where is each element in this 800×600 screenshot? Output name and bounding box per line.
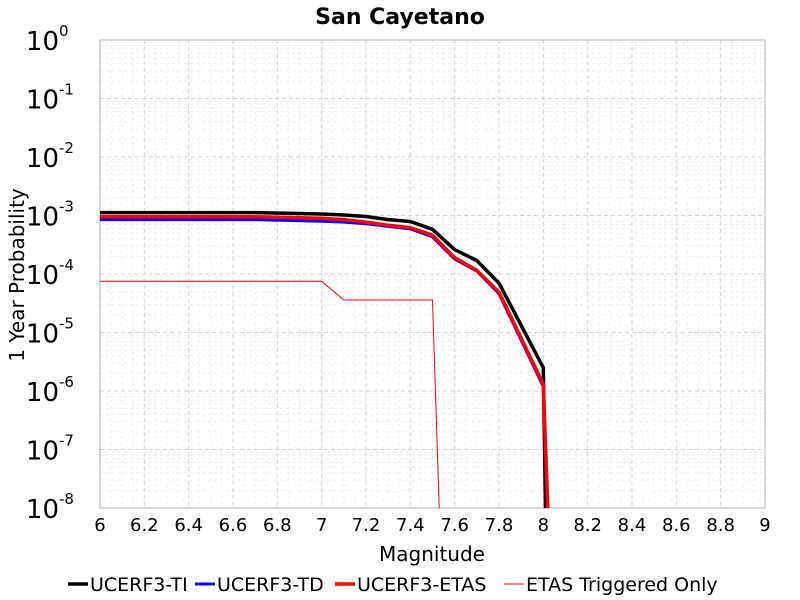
y-axis-label: 1 Year Probability — [5, 188, 29, 362]
series-line-ucerf3-etas — [100, 215, 550, 509]
y-tick-exponent: 0 — [59, 22, 69, 40]
legend-item: ETAS Triggered Only — [504, 574, 718, 596]
series-group — [100, 210, 550, 509]
legend-item: UCERF3-TD — [195, 574, 324, 596]
y-tick-exponent: -3 — [59, 198, 74, 216]
y-tick-exponent: -1 — [59, 81, 74, 99]
y-tick-base: 10 — [26, 27, 59, 57]
legend-label: ETAS Triggered Only — [526, 574, 718, 596]
y-tick-exponent: -2 — [59, 139, 74, 157]
y-tick-exponent: -5 — [59, 315, 74, 333]
y-tick-label: 10 -3 — [26, 198, 74, 233]
y-tick-label: 10 -2 — [26, 139, 74, 174]
x-tick-label: 8.4 — [618, 515, 647, 536]
x-tick-label: 6.2 — [130, 515, 159, 536]
legend-label: UCERF3-ETAS — [357, 574, 486, 596]
x-tick-label: 7 — [316, 515, 327, 536]
x-tick-label: 7.6 — [440, 515, 469, 536]
y-tick-label: 10 0 — [26, 22, 69, 57]
x-tick-label: 6.4 — [174, 515, 203, 536]
x-tick-label: 8.6 — [662, 515, 691, 536]
legend-label: UCERF3-TI — [90, 574, 188, 596]
x-axis-label: Magnitude — [379, 542, 485, 566]
x-tick-label: 8.2 — [573, 515, 602, 536]
y-tick-label: 10 -1 — [26, 81, 74, 116]
y-tick-label: 10 -5 — [26, 315, 74, 350]
legend-item: UCERF3-ETAS — [335, 574, 486, 596]
chart-title: San Cayetano — [315, 5, 485, 30]
y-tick-label: 10 -8 — [26, 490, 74, 525]
x-tick-label: 6 — [94, 515, 105, 536]
x-tick-label: 9 — [759, 515, 770, 536]
y-tick-base: 10 — [26, 495, 59, 525]
y-tick-base: 10 — [26, 86, 59, 116]
y-tick-exponent: -4 — [59, 256, 74, 274]
y-tick-base: 10 — [26, 144, 59, 174]
x-axis-ticks: 6 6.2 6.4 6.6 6.8 7 7.2 7.4 7.6 7.8 8 8.2 8.4 8.6 8.8 9 — [94, 515, 770, 536]
y-tick-exponent: -7 — [59, 432, 74, 450]
y-tick-base: 10 — [26, 261, 59, 291]
legend-label: UCERF3-TD — [217, 574, 324, 596]
x-tick-label: 7.4 — [396, 515, 425, 536]
series-line-ucerf3-ti — [100, 210, 548, 509]
y-tick-label: 10 -7 — [26, 432, 74, 467]
y-tick-exponent: -6 — [59, 373, 74, 391]
x-tick-label: 7.2 — [352, 515, 381, 536]
x-tick-label: 8.8 — [706, 515, 735, 536]
x-tick-label: 7.8 — [485, 515, 514, 536]
y-tick-label: 10 -6 — [26, 373, 74, 408]
y-tick-label: 10 -4 — [26, 256, 74, 291]
y-tick-base: 10 — [26, 437, 59, 467]
plot-area — [99, 39, 766, 509]
x-tick-label: 6.6 — [219, 515, 248, 536]
y-tick-base: 10 — [26, 320, 59, 350]
series-line-etas-triggered-only — [100, 280, 440, 509]
y-tick-exponent: -8 — [59, 490, 74, 508]
x-tick-label: 6.8 — [263, 515, 292, 536]
y-tick-base: 10 — [26, 378, 59, 408]
legend-item: UCERF3-TI — [68, 574, 188, 596]
legend: UCERF3-TI UCERF3-TD UCERF3-ETAS ETAS Trigge… — [68, 574, 718, 596]
x-tick-label: 8 — [538, 515, 549, 536]
y-tick-base: 10 — [26, 203, 59, 233]
